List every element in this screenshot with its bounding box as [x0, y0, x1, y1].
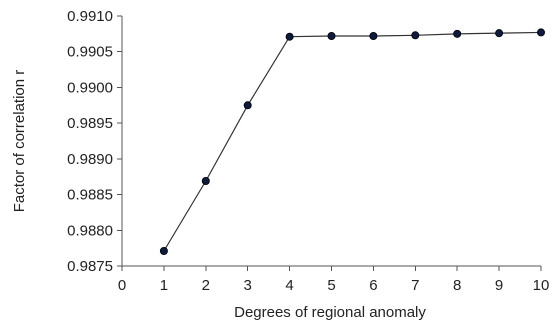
x-tick-label: 5 — [327, 277, 335, 294]
data-point — [285, 32, 294, 41]
data-point — [537, 28, 546, 37]
y-tick-label: 0.9910 — [67, 8, 113, 25]
data-point — [495, 29, 504, 38]
y-tick-label: 0.9875 — [67, 258, 113, 275]
series-layer — [159, 28, 546, 255]
x-tick-label: 1 — [160, 277, 168, 294]
y-tick-label: 0.9890 — [67, 151, 113, 168]
x-axis-title: Degrees of regional anomaly — [234, 304, 426, 321]
y-tick-label: 0.9900 — [67, 79, 113, 96]
data-point — [411, 31, 420, 40]
axes: 0.9875 0.9880 0.9885 0.9890 0.9895 0.9900 0.99… — [67, 8, 549, 294]
data-point — [201, 176, 210, 185]
y-axis-title: Factor of correlation r — [11, 70, 28, 213]
x-tick-label: 3 — [244, 277, 252, 294]
x-tick-label: 9 — [495, 277, 503, 294]
data-point — [243, 101, 252, 110]
y-tick-label: 0.9880 — [67, 222, 113, 239]
y-tick-label: 0.9905 — [67, 44, 113, 61]
data-point — [453, 29, 462, 38]
x-tick-label: 10 — [533, 277, 550, 294]
y-tick-label: 0.9885 — [67, 187, 113, 204]
x-tick-label: 8 — [453, 277, 461, 294]
y-tick-label: 0.9895 — [67, 115, 113, 132]
data-point — [369, 32, 378, 41]
series-line — [163, 31, 542, 252]
x-tick-label: 4 — [285, 277, 293, 294]
x-tick-label: 6 — [369, 277, 377, 294]
x-tick-label: 2 — [202, 277, 210, 294]
data-point — [159, 246, 168, 255]
x-tick-label: 7 — [411, 277, 419, 294]
x-tick-label: 0 — [118, 277, 126, 294]
data-point — [327, 32, 336, 41]
